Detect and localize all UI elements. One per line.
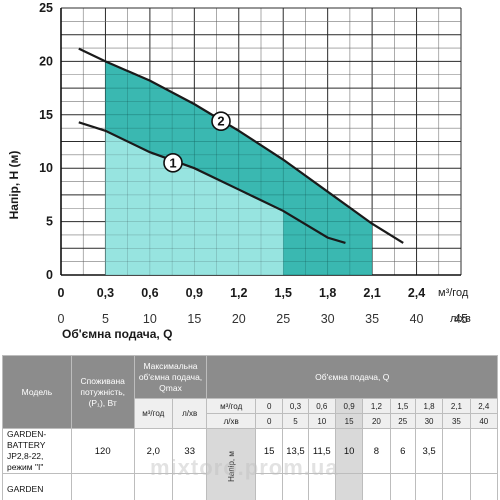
x-tick-label-m3h: 0,6 xyxy=(141,286,158,300)
y-tick-label: 0 xyxy=(46,268,53,282)
chart-ticks: 0 5 10 15 20 25 0 0,3 0,6 0,9 1,2 1,5 1,8 2,1 2,4 0 5 10 1… xyxy=(39,1,468,326)
flow-m3h-cell: 0,3 xyxy=(282,398,309,414)
x-tick-label-m3h: 0 xyxy=(58,286,65,300)
head-value: 15 xyxy=(254,428,284,474)
th-flow-unit-lmin: л/хв xyxy=(206,413,256,429)
head-value xyxy=(469,428,499,474)
x-tick-label-lmin: 20 xyxy=(232,312,246,326)
head-value xyxy=(389,473,416,500)
head-value: 10 xyxy=(334,428,364,474)
spec-table: Модель Споживана потужність, (P₁), Вт Ма… xyxy=(2,355,499,500)
x-tick-label-m3h: 1,5 xyxy=(275,286,292,300)
head-value xyxy=(414,473,444,500)
y-tick-label: 10 xyxy=(39,161,53,175)
series-marker-circle xyxy=(163,153,183,173)
x-tick-label-lmin: 5 xyxy=(102,312,109,326)
th-power: Споживана потужність, (P₁), Вт xyxy=(70,355,135,429)
x-tick-label-lmin: 0 xyxy=(58,312,65,326)
y-tick-label: 15 xyxy=(39,108,53,122)
x-tick-label-lmin: 25 xyxy=(276,312,290,326)
x-tick-label-m3h: 0,9 xyxy=(186,286,203,300)
flow-m3h-cell: 1,5 xyxy=(389,398,416,414)
head-vertical-label-text: Напір, м xyxy=(226,451,236,482)
th-flow: Об'ємна подача, Q xyxy=(206,355,498,399)
flow-m3h-cell: 2,4 xyxy=(469,398,499,414)
y-tick-label: 25 xyxy=(39,1,53,15)
flow-lmin-cell: 5 xyxy=(282,413,309,429)
y-tick-label: 5 xyxy=(46,215,53,229)
flow-lmin-cell: 35 xyxy=(442,413,471,429)
head-value xyxy=(282,473,309,500)
model-name: GARDEN xyxy=(2,473,72,500)
flow-m3h-cell: 0,9 xyxy=(334,398,364,414)
y-axis-title: Напір, H (м) xyxy=(7,151,21,220)
flow-m3h-cell: 1,2 xyxy=(362,398,391,414)
x-axis-title: Об'ємна подача, Q xyxy=(62,327,172,341)
series-1-line xyxy=(78,121,346,245)
qmax-m3h-value: 2,0 xyxy=(133,428,174,474)
flow-lmin-cell: 40 xyxy=(469,413,499,429)
flow-lmin-cell: 10 xyxy=(307,413,336,429)
x-tick-label-lmin: 45 xyxy=(454,312,468,326)
spec-table-wrapper: Модель Споживана потужність, (P₁), Вт Ма… xyxy=(0,355,500,500)
head-value: 11,5 xyxy=(307,428,336,474)
flow-m3h-cell: 0 xyxy=(254,398,284,414)
series-1-fill xyxy=(105,130,284,275)
power-value: 120 xyxy=(70,428,135,474)
flow-m3h-cell: 0,6 xyxy=(307,398,336,414)
chart-fills xyxy=(60,7,462,276)
x-tick-label-lmin: 30 xyxy=(321,312,335,326)
model-name: GARDEN-BATTERY JP2,8-22, режим "I" xyxy=(2,428,72,474)
head-value: 3,5 xyxy=(414,428,444,474)
x-tick-label-lmin: 35 xyxy=(365,312,379,326)
x-tick-label-m3h: 0,3 xyxy=(97,286,114,300)
flow-lmin-cell: 15 xyxy=(334,413,364,429)
th-model: Модель xyxy=(2,355,72,429)
x-unit-bottom: л/хв xyxy=(450,313,471,325)
chart-curves xyxy=(78,47,404,245)
x-unit-top: м³/год xyxy=(438,287,469,299)
qmax-m3h-value xyxy=(133,473,174,500)
head-value xyxy=(307,473,336,500)
x-tick-label-m3h: 1,8 xyxy=(319,286,336,300)
x-tick-label-lmin: 15 xyxy=(187,312,201,326)
flow-m3h-cell: 2,1 xyxy=(442,398,471,414)
th-flow-unit-m3h: м³/год xyxy=(206,398,256,414)
head-value: 13,5 xyxy=(282,428,309,474)
flow-lmin-cell: 20 xyxy=(362,413,391,429)
flow-lmin-cell: 25 xyxy=(389,413,416,429)
series-marker-label: 2 xyxy=(217,114,224,129)
x-tick-label-lmin: 40 xyxy=(410,312,424,326)
flow-lmin-cell: 0 xyxy=(254,413,284,429)
qmax-lmin-value xyxy=(172,473,208,500)
head-value: 8 xyxy=(362,428,391,474)
head-value xyxy=(442,473,471,500)
th-maxflow: Максимальна об'ємна подача, Qmax xyxy=(133,355,208,399)
x-tick-label-m3h: 1,2 xyxy=(230,286,247,300)
qmax-lmin-value: 33 xyxy=(172,428,208,474)
head-value xyxy=(469,473,499,500)
power-value xyxy=(70,473,135,500)
series-marker-circle xyxy=(211,111,231,132)
head-value xyxy=(334,473,364,500)
flow-m3h-cell: 1,8 xyxy=(414,398,444,414)
head-value xyxy=(362,473,391,500)
series-2-line xyxy=(78,47,404,244)
series-marker-label: 1 xyxy=(169,155,176,170)
head-value: 6 xyxy=(389,428,416,474)
y-tick-label: 20 xyxy=(39,54,53,68)
th-maxflow-unit-m3h: м³/год xyxy=(133,398,174,429)
th-maxflow-unit-lmin: л/хв xyxy=(172,398,208,429)
x-tick-label-lmin: 10 xyxy=(143,312,157,326)
chart-markers: 12 xyxy=(163,111,231,173)
x-tick-label-m3h: 2,4 xyxy=(408,286,425,300)
flow-lmin-cell: 30 xyxy=(414,413,444,429)
head-value xyxy=(254,473,284,500)
x-tick-label-m3h: 2,1 xyxy=(363,286,380,300)
head-vertical-label: Напір, м xyxy=(206,428,256,500)
head-value xyxy=(442,428,471,474)
